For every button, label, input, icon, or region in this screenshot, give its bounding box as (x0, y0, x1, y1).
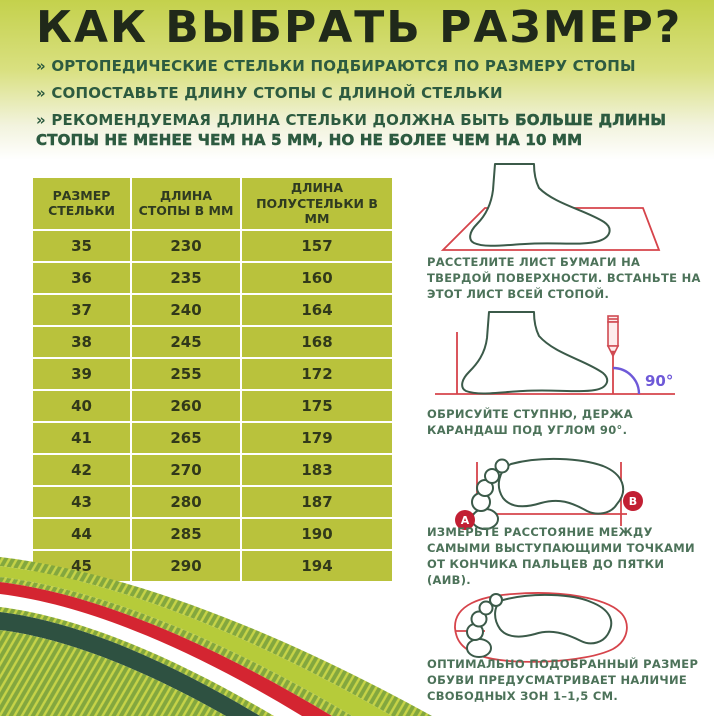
table-row: 44 285 190 (33, 518, 392, 551)
table-cell: 35 (33, 231, 130, 263)
footprint-sole-outline (494, 593, 613, 645)
table-cell: 44 (33, 519, 130, 551)
table-header-row: РАЗМЕР СТЕЛЬКИ ДЛИНА СТОПЫ В ММ ДЛИНА ПО… (33, 178, 392, 231)
angle-arc (612, 366, 641, 395)
page-title: КАК ВЫБРАТЬ РАЗМЕР? (36, 2, 683, 53)
table-cell: 168 (240, 326, 392, 359)
table-cell: 194 (240, 550, 392, 581)
column-header-foot-length: ДЛИНА СТОПЫ В ММ (130, 178, 240, 231)
table-cell: 36 (33, 263, 130, 295)
angle-label: 90° (645, 372, 673, 390)
wave-band-dark-green (0, 612, 260, 716)
table-cell: 42 (33, 455, 130, 487)
bullet-text-emphasis: БОЛЬШЕ ДЛИНЫ СТОПЫ НЕ МЕНЕЕ ЧЕМ НА 5 ММ,… (36, 111, 667, 150)
column-header-half-insole-length: ДЛИНА ПОЛУСТЕЛЬКИ В ММ (240, 178, 392, 231)
footprint-insole-icon (454, 592, 628, 663)
table-cell: 190 (240, 518, 392, 551)
bullet-item: » ОРТОПЕДИЧЕСКИЕ СТЕЛЬКИ ПОДБИРАЮТСЯ ПО … (36, 56, 686, 76)
foot-on-paper-icon (440, 163, 661, 251)
table-cell: 265 (130, 422, 240, 455)
footprint-toes (466, 593, 503, 658)
table-cell: 164 (240, 294, 392, 327)
step-text: ОПТИМАЛЬНО ПОДОБРАННЫЙ РАЗМЕР ОБУВИ ПРЕД… (427, 657, 699, 703)
table-cell: 157 (240, 230, 392, 263)
wave-band-red (0, 582, 332, 716)
wave-band-hatched (0, 557, 432, 716)
wave-band-hatched (0, 607, 274, 716)
table-row: 43 280 187 (33, 486, 392, 519)
column-header-insole-size: РАЗМЕР СТЕЛЬКИ (33, 178, 130, 231)
table-row: 36 235 160 (33, 262, 392, 295)
point-a-label: А (461, 514, 470, 527)
step-text: ИЗМЕРЬТЕ РАССТОЯНИЕ МЕЖДУ САМЫМИ ВЫСТУПА… (427, 525, 695, 587)
table-cell: 183 (240, 454, 392, 487)
table-cell: 187 (240, 486, 392, 519)
table-cell: 40 (33, 391, 130, 423)
table-row: 37 240 164 (33, 294, 392, 327)
foot-pencil-90-icon: 90° (435, 311, 675, 395)
wave-corner-fill (0, 630, 226, 716)
table-cell: 260 (130, 390, 240, 423)
bullet-marker-icon: » (36, 111, 46, 129)
bullet-item: » СОПОСТАВЬТЕ ДЛИНУ СТОПЫ С ДЛИНОЙ СТЕЛЬ… (36, 83, 686, 103)
bullet-marker-icon: » (36, 84, 46, 102)
point-a-badge (455, 510, 475, 530)
table-row: 45 290 194 (33, 550, 392, 581)
table-cell: 39 (33, 359, 130, 391)
table-cell: 37 (33, 295, 130, 327)
table-cell: 270 (130, 454, 240, 487)
step-text: РАССТЕЛИТЕ ЛИСТ БУМАГИ НА ТВЕРДОЙ ПОВЕРХ… (427, 255, 701, 301)
table-row: 39 255 172 (33, 358, 392, 391)
decorative-waves (0, 557, 432, 716)
footprint-toes (471, 458, 510, 530)
bullet-text: РЕКОМЕНДУЕМАЯ ДЛИНА СТЕЛЬКИ ДОЛЖНА БЫТЬ (51, 111, 510, 129)
instruction-steps: РАССТЕЛИТЕ ЛИСТ БУМАГИ НА ТВЕРДОЙ ПОВЕРХ… (427, 162, 709, 716)
bullet-item: » РЕКОМЕНДУЕМАЯ ДЛИНА СТЕЛЬКИ ДОЛЖНА БЫТ… (36, 110, 686, 150)
wave-band-hatched (0, 577, 352, 716)
bullet-marker-icon: » (36, 57, 46, 75)
table-cell: 245 (130, 326, 240, 359)
table-row: 38 245 168 (33, 326, 392, 359)
paper-sheet-outline (440, 207, 661, 251)
table-row: 42 270 183 (33, 454, 392, 487)
table-row: 41 265 179 (33, 422, 392, 455)
foot-profile-outline (461, 311, 609, 395)
table-cell: 235 (130, 262, 240, 295)
table-cell: 240 (130, 294, 240, 327)
table-cell: 285 (130, 518, 240, 551)
point-b-label: В (629, 495, 637, 508)
step-text: ОБРИСУЙТЕ СТУПНЮ, ДЕРЖА КАРАНДАШ ПОД УГЛ… (427, 407, 633, 437)
size-table-body: 35 230 157 36 235 160 37 240 164 38 245 168 39 255 172… (33, 230, 392, 581)
bullet-list: » ОРТОПЕДИЧЕСКИЕ СТЕЛЬКИ ПОДБИРАЮТСЯ ПО … (36, 56, 686, 157)
table-cell: 41 (33, 423, 130, 455)
table-row: 40 260 175 (33, 390, 392, 423)
wave-band-light-green (0, 566, 392, 716)
table-cell: 290 (130, 550, 240, 581)
table-cell: 175 (240, 390, 392, 423)
pencil-icon (606, 315, 620, 358)
table-cell: 280 (130, 486, 240, 519)
table-cell: 38 (33, 327, 130, 359)
size-table: РАЗМЕР СТЕЛЬКИ ДЛИНА СТОПЫ В ММ ДЛИНА ПО… (33, 178, 392, 581)
foot-profile-outline (469, 163, 611, 247)
table-cell: 230 (130, 230, 240, 263)
footprint-sole-outline (497, 457, 625, 515)
table-cell: 172 (240, 358, 392, 391)
table-cell: 255 (130, 358, 240, 391)
table-cell: 160 (240, 262, 392, 295)
table-row: 35 230 157 (33, 230, 392, 263)
table-cell: 43 (33, 487, 130, 519)
table-cell: 45 (71, 556, 92, 575)
bullet-text: СОПОСТАВЬТЕ ДЛИНУ СТОПЫ С ДЛИНОЙ СТЕЛЬКИ (51, 84, 503, 102)
point-b-badge (623, 491, 643, 511)
bullet-text: ОРТОПЕДИЧЕСКИЕ СТЕЛЬКИ ПОДБИРАЮТСЯ ПО РА… (51, 57, 636, 75)
table-cell: 179 (240, 422, 392, 455)
footprint-measure-ab-icon: А В (455, 457, 643, 530)
